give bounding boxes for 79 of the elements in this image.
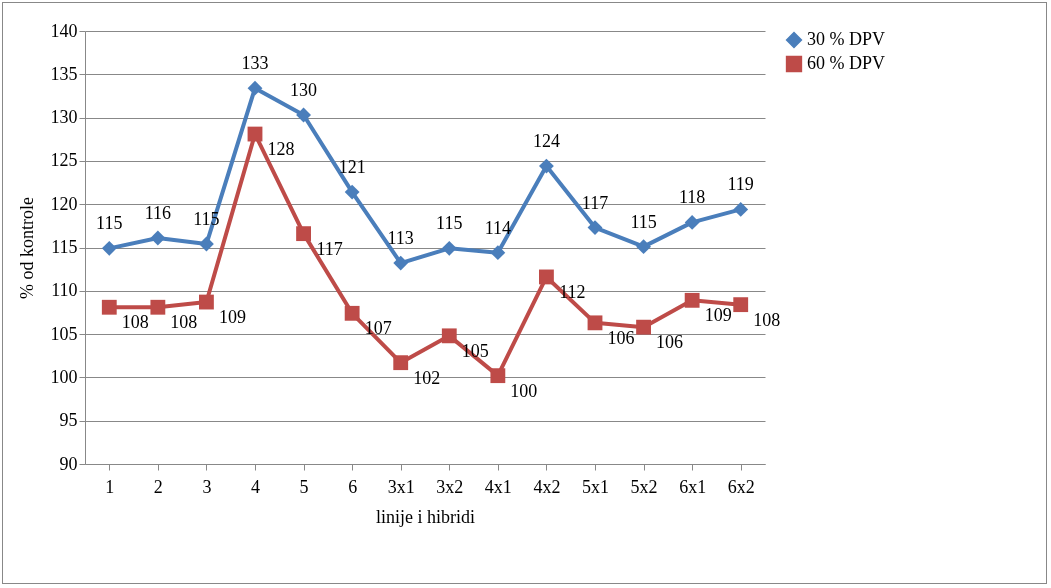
point — [150, 299, 166, 315]
y-tick-label: 140 — [50, 20, 78, 41]
data-label: 117 — [581, 192, 609, 213]
data-label: 128 — [267, 139, 295, 160]
legend-label: 60 % DPV — [807, 53, 886, 73]
point — [441, 240, 457, 256]
data-label: 106 — [656, 332, 684, 353]
data-label: 133 — [241, 53, 269, 74]
x-tick-label: 3 — [202, 476, 212, 497]
point — [490, 245, 506, 261]
x-tick-label: 4x2 — [533, 476, 561, 497]
x-tick-label: 4x1 — [484, 476, 512, 497]
data-label: 109 — [704, 305, 732, 326]
point — [636, 319, 651, 335]
data-label: 108 — [753, 309, 781, 330]
legend-label: 30 % DPV — [807, 29, 886, 49]
point — [684, 214, 700, 230]
x-tick-label: 5 — [299, 476, 309, 497]
data-label: 121 — [338, 157, 366, 178]
point — [733, 297, 749, 313]
data-label: 115 — [96, 213, 123, 234]
x-tick-label: 3x2 — [436, 476, 464, 497]
point — [539, 158, 554, 174]
x-tick-label: 6x1 — [679, 476, 707, 497]
point — [296, 226, 311, 242]
x-tick-label: 2 — [153, 476, 163, 497]
data-label: 116 — [144, 202, 172, 223]
x-tick-label: 1 — [105, 476, 115, 497]
point — [101, 240, 117, 256]
data-label: 109 — [218, 307, 246, 328]
data-label: 113 — [387, 228, 414, 249]
point — [490, 368, 506, 384]
data-label: 102 — [413, 367, 441, 388]
x-tick-label: 6 — [348, 476, 358, 497]
y-tick-label: 105 — [50, 323, 78, 344]
point — [393, 255, 409, 271]
y-tick-label: 135 — [50, 63, 78, 84]
y-tick-label: 95 — [59, 410, 78, 431]
point — [441, 328, 457, 344]
data-label: 124 — [532, 131, 560, 152]
data-label: 112 — [559, 281, 586, 302]
point — [101, 299, 117, 315]
y-tick-label: 125 — [50, 150, 78, 171]
y-tick-label: 130 — [50, 107, 78, 128]
data-label: 106 — [607, 327, 635, 348]
y-tick-label: 120 — [50, 193, 78, 214]
point — [636, 239, 651, 255]
x-axis-title: linije i hibridi — [376, 506, 475, 527]
x-tick-label: 3x1 — [387, 476, 415, 497]
x-tick-label: 6x2 — [727, 476, 755, 497]
y-tick-label: 110 — [51, 280, 78, 301]
data-label: 130 — [290, 80, 318, 100]
point — [199, 294, 214, 310]
point — [539, 269, 554, 285]
data-label: 108 — [121, 312, 149, 333]
x-tick-label: 4 — [251, 476, 260, 497]
y-tick-label: 115 — [51, 237, 78, 257]
data-label: 100 — [510, 380, 538, 401]
point — [344, 184, 360, 200]
point — [150, 230, 166, 246]
point — [684, 292, 700, 308]
point — [344, 305, 360, 321]
y-tick-label: 90 — [59, 453, 78, 474]
point — [199, 236, 214, 252]
y-tick-label: 100 — [50, 366, 78, 387]
point — [247, 80, 263, 96]
data-label: 115 — [436, 213, 463, 234]
data-label: 114 — [484, 217, 512, 238]
x-tick-label: 5x2 — [630, 476, 658, 497]
data-label: 115 — [630, 211, 657, 232]
data-label: 108 — [170, 312, 198, 333]
point — [733, 201, 749, 217]
y-axis-title: % od kontrole — [16, 197, 37, 299]
point — [587, 315, 603, 331]
data-label: 117 — [316, 238, 343, 259]
data-label: 119 — [727, 174, 754, 195]
x-tick-label: 5x1 — [582, 476, 609, 497]
data-label: 118 — [678, 187, 706, 208]
point — [393, 355, 409, 371]
